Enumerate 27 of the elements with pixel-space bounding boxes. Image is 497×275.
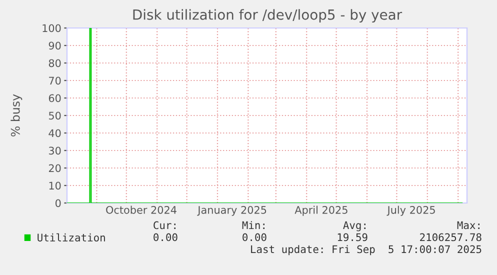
y-tick-label: 30	[48, 146, 61, 155]
y-tick-label: 60	[48, 94, 61, 102]
text: Cur:	[154, 221, 176, 230]
x-tick-label: January 2025	[197, 206, 266, 216]
y-tick-label: 90	[48, 42, 61, 50]
text: Min:	[242, 221, 264, 229]
text: Last update: Fri Sep 5 17:00:07 2025	[251, 245, 482, 256]
y-tick-label: 70	[49, 76, 61, 85]
y-tick-label: 50	[48, 112, 61, 120]
y-tick-label: 80	[48, 59, 61, 68]
y-tick-label: 0	[56, 199, 61, 208]
y-tick-label: 20	[48, 164, 61, 172]
x-tick-label: July 2025	[386, 206, 435, 216]
y-tick-label: 40	[48, 129, 61, 138]
text: 0.00	[242, 233, 266, 242]
y-axis-title: % busy	[10, 94, 22, 136]
legend-label: Utilization	[38, 233, 105, 242]
text: Max:	[457, 221, 480, 230]
text: 19.59	[338, 233, 368, 242]
text: 2106257.78	[420, 233, 482, 242]
x-tick-label: April 2025	[294, 206, 348, 216]
text: Avg:	[343, 221, 366, 232]
x-tick-label: October 2024	[106, 206, 176, 214]
y-tick-label: 100	[42, 24, 61, 32]
text: 0.00	[154, 233, 178, 242]
chart-title: Disk utilization for /dev/loop5 - by year	[133, 9, 402, 23]
y-tick-label: 10	[49, 182, 61, 190]
